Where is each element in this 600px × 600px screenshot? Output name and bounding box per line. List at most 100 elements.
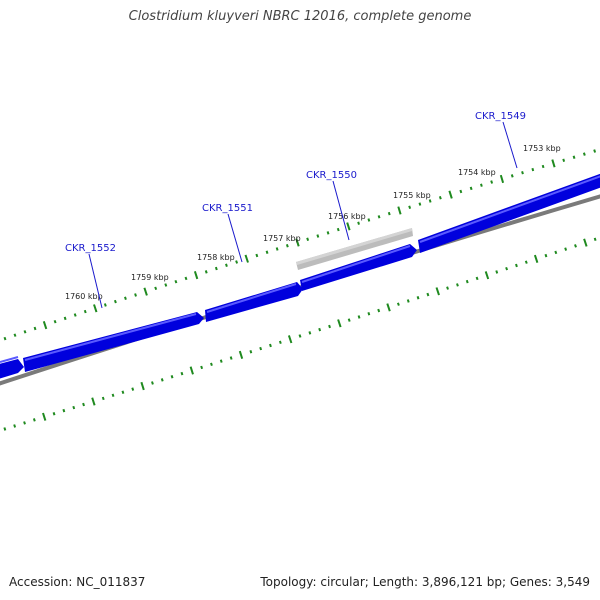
gene-ckr-1551-arrow[interactable]	[205, 282, 303, 322]
inner-ruler-tick	[386, 303, 391, 312]
inner-ruler-tick	[259, 346, 263, 351]
outer-ruler-tick	[184, 276, 188, 281]
outer-ruler-tick	[521, 171, 524, 175]
inner-ruler-tick	[318, 327, 322, 332]
outer-ruler-tick	[326, 231, 330, 235]
outer-ruler-tick	[438, 196, 442, 200]
outer-ruler-tick	[204, 270, 208, 274]
outer-ruler-tick	[235, 260, 239, 264]
gene-label-ckr-1551[interactable]: CKR_1551	[202, 203, 253, 214]
outer-ruler-tick	[397, 206, 402, 215]
outer-ruler-tick	[42, 320, 48, 330]
outer-ruler-tick	[255, 253, 259, 258]
outer-ruler-tick	[275, 247, 279, 251]
outer-ruler-tick	[499, 174, 505, 184]
inner-ruler-tick	[210, 362, 213, 367]
inner-ruler-tick	[189, 366, 194, 375]
inner-ruler-tick	[406, 299, 410, 303]
inner-ruler-tick	[131, 387, 135, 391]
outer-ruler-tick	[448, 190, 453, 199]
ruler-label-1758: 1758 kbp	[197, 253, 235, 262]
outer-ruler-tick	[134, 293, 137, 297]
inner-ruler-tick	[298, 334, 302, 338]
outer-ruler-tick	[336, 227, 340, 232]
gene-ckr-1552-arrow[interactable]	[23, 312, 204, 372]
outer-ruler-tick	[387, 211, 391, 216]
outer-ruler-tick	[428, 199, 432, 203]
outer-ruler-tick	[510, 174, 514, 178]
outer-ruler-tick	[33, 326, 37, 331]
inner-ruler-tick	[238, 350, 244, 360]
outer-ruler-tick	[103, 303, 107, 307]
inner-ruler-tick	[377, 308, 381, 313]
gene-left-partial-arrow[interactable]	[0, 359, 24, 380]
outer-ruler-tick	[214, 266, 218, 271]
inner-ruler-tick	[32, 418, 36, 422]
outer-ruler-ticks	[3, 149, 597, 341]
gene-ckr-1551-leader	[227, 213, 243, 263]
gene-label-ckr-1552[interactable]: CKR_1552	[65, 243, 116, 254]
inner-ruler-tick	[505, 266, 509, 271]
inner-ruler-tick	[287, 335, 293, 344]
inner-ruler-tick	[229, 356, 233, 360]
outer-ruler-tick	[469, 186, 473, 191]
gene-ckr-1550-highlight	[296, 228, 412, 265]
inner-ruler-tick	[328, 324, 331, 329]
outer-ruler-tick	[541, 164, 545, 169]
inner-ruler-tick	[337, 319, 342, 328]
gene-mid-arrow[interactable]	[300, 244, 417, 291]
inner-ruler-tick	[475, 276, 479, 281]
gene-ckr-1552-leader	[88, 253, 103, 309]
gene-ckr-1549-leader	[502, 121, 518, 169]
gene-ckr-1550-leader	[332, 180, 350, 241]
gene-label-ckr-1550[interactable]: CKR_1550	[306, 170, 357, 181]
gene-ckr-1549-arrow[interactable]	[418, 172, 600, 253]
outer-ruler-tick	[459, 189, 463, 194]
genome-summary-label: Topology: circular; Length: 3,896,121 bp…	[260, 575, 590, 589]
outer-ruler-tick	[367, 218, 371, 222]
inner-ruler-tick	[121, 390, 125, 394]
inner-ruler-tick	[62, 408, 66, 413]
outer-ruler-tick	[572, 155, 576, 159]
inner-ruler-tick	[426, 292, 430, 297]
inner-ruler-tick	[278, 340, 282, 345]
inner-ruler-tick	[416, 296, 420, 300]
inner-ruler-tick	[249, 350, 253, 354]
inner-ruler-tick	[42, 412, 47, 421]
ruler-label-1754: 1754 kbp	[458, 168, 496, 177]
inner-ruler-tick	[484, 271, 490, 280]
inner-ruler-tick	[446, 286, 449, 290]
inner-ruler-tick	[583, 238, 588, 247]
inner-ruler-ticks	[3, 237, 597, 431]
inner-ruler-tick	[160, 378, 164, 382]
inner-ruler-tick	[308, 331, 312, 335]
inner-ruler-tick	[435, 287, 440, 296]
inner-ruler-tick	[151, 381, 154, 385]
outer-ruler-tick	[23, 330, 27, 334]
inner-ruler-tick	[3, 427, 7, 431]
outer-ruler-tick	[316, 234, 320, 238]
inner-ruler-tick	[456, 283, 459, 287]
gene-label-ckr-1549[interactable]: CKR_1549	[475, 111, 526, 122]
inner-ruler-tick	[554, 250, 558, 255]
outer-ruler-tick	[357, 221, 360, 225]
outer-ruler-tick	[3, 336, 7, 341]
outer-ruler-tick	[490, 180, 494, 184]
inner-ruler-tick	[396, 302, 400, 306]
outer-ruler-tick	[124, 296, 127, 300]
outer-ruler-tick	[346, 222, 351, 231]
inner-ruler-tick	[82, 402, 85, 407]
inner-ruler-tick	[533, 254, 539, 264]
ruler-label-1755: 1755 kbp	[393, 191, 431, 200]
outer-ruler-tick	[418, 202, 422, 206]
inner-ruler-tick	[593, 237, 597, 242]
inner-ruler-tick	[515, 263, 518, 268]
outer-ruler-tick	[265, 250, 269, 254]
outer-ruler-tick	[285, 244, 289, 248]
inner-ruler-tick	[91, 397, 96, 406]
ruler-label-1760: 1760 kbp	[65, 292, 103, 301]
outer-ruler-tick	[408, 205, 412, 209]
inner-ruler-tick	[357, 315, 361, 319]
